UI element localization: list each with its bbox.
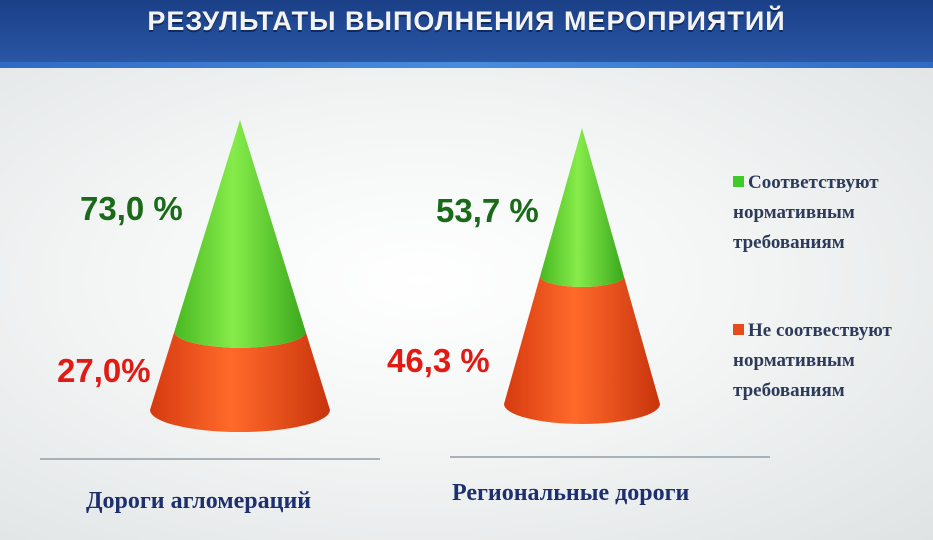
slide-background [0,68,933,540]
data-label-regional-green: 53,7 % [436,192,539,229]
data-label-dorogi-green: 73,0 % [80,190,183,227]
legend-label-compliant: Соответствуют нормативным требованиям [733,172,879,253]
legend-swatch-green [733,176,744,187]
cone-segment-green-dorogi [174,120,306,348]
cone-segment-red-dorogi [150,331,330,432]
legend-item-noncompliant: Не соотвествуют нормативным требованиям [733,316,892,406]
legend-label-noncompliant: Не соотвествуют нормативным требованиям [733,320,892,401]
header-stripe [0,62,933,68]
baseline-divider [40,458,380,460]
category-label-regional: Региональные дороги [452,480,690,506]
category-label-dorogi: Дороги агломераций [86,488,312,514]
baseline-divider [450,456,770,458]
cone-segment-red-regional [504,276,660,424]
header-bar [0,0,933,62]
legend-swatch-red [733,324,744,335]
slide-title: РЕЗУЛЬТАТЫ ВЫПОЛНЕНИЯ МЕРОПРИЯТИЙ [147,6,786,36]
data-label-dorogi-red: 27,0% [57,352,151,389]
data-label-regional-red: 46,3 % [387,342,490,379]
cone-segment-green-regional [540,128,624,287]
legend-item-compliant: Соответствуют нормативным требованиям [733,168,879,258]
